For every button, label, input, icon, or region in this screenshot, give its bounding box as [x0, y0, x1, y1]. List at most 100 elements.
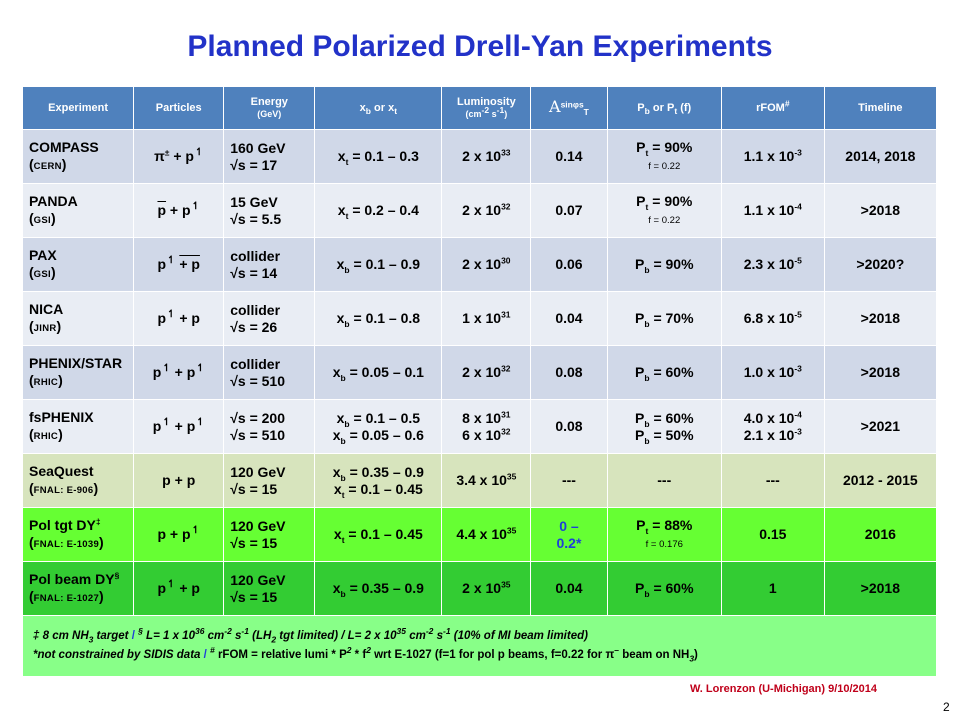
luminosity-cell: 2 x 1033: [441, 129, 532, 184]
x-cell: xb = 0.35 – 0.9 xt = 0.1 – 0.45: [314, 453, 443, 508]
table-row: Pol beam DY§ (FNAL: E-1027) p↿ + p 120 Ge…: [21, 561, 938, 616]
polarized-icon: ↿: [162, 363, 171, 375]
header-timeline: Timeline: [823, 86, 938, 130]
x-cell: xb = 0.05 – 0.1: [314, 345, 443, 400]
asymmetry-cell: 0.08: [530, 345, 608, 400]
luminosity-cell: 2 x 1032: [441, 183, 532, 238]
table-row: COMPASS (CERN) π± + p↿ 160 GeV √s = 17 xt …: [21, 129, 938, 184]
footnote-row: ‡ 8 cm NH3 target / § L= 1 x 1036 cm-2 s…: [22, 615, 937, 677]
footnote-line-2: *not constrained by SIDIS data / # rFOM …: [33, 645, 698, 664]
luminosity-cell: 3.4 x 1035: [441, 453, 532, 508]
timeline-cell: >2020?: [823, 237, 938, 292]
header-rfom: rFOM#: [720, 86, 825, 130]
header-asymmetry: AsinφsT: [530, 86, 608, 130]
asymmetry-cell: 0.08: [530, 399, 608, 454]
particles-cell: p↿ + p↿: [133, 399, 225, 454]
energy-cell: collider √s = 510: [223, 345, 316, 400]
header-experiment: Experiment: [21, 86, 135, 130]
polarization-cell: Pb = 70%: [606, 291, 722, 346]
polarization-cell: Pt = 90% f = 0.22: [606, 183, 722, 238]
rfom-cell: 1: [720, 561, 825, 616]
particles-cell: π± + p↿: [133, 129, 225, 184]
header-x: xb or xt: [314, 86, 443, 130]
experiment-cell: PAX (GSI): [21, 237, 135, 292]
polarization-cell: Pb = 90%: [606, 237, 722, 292]
luminosity-cell: 2 x 1035: [441, 561, 532, 616]
experiment-cell: NICA (JINR): [21, 291, 135, 346]
timeline-cell: >2018: [823, 183, 938, 238]
energy-cell: collider √s = 14: [223, 237, 316, 292]
page-number: 2: [943, 700, 950, 714]
table-row: Pol tgt DY‡ (FNAL: E-1039) p + p↿ 120 GeV…: [21, 507, 938, 562]
polarized-icon: ↿: [196, 363, 205, 375]
header-particles: Particles: [133, 86, 225, 130]
experiments-table: Experiment Particles Energy (GeV) xb or x…: [21, 86, 938, 677]
x-cell: xt = 0.1 – 0.45: [314, 507, 443, 562]
luminosity-cell: 2 x 1032: [441, 345, 532, 400]
particles-cell: p + p↿: [133, 507, 225, 562]
luminosity-cell: 2 x 1030: [441, 237, 532, 292]
rfom-cell: 1.1 x 10-4: [720, 183, 825, 238]
timeline-cell: >2018: [823, 561, 938, 616]
table-row: PANDA (GSI) p + p↿ 15 GeV √s = 5.5 xt = 0.…: [21, 183, 938, 238]
header-energy: Energy (GeV): [223, 86, 316, 130]
x-cell: xt = 0.2 – 0.4: [314, 183, 443, 238]
particles-cell: p↿ + p: [133, 237, 225, 292]
luminosity-cell: 8 x 1031 6 x 1032: [441, 399, 532, 454]
rfom-cell: ---: [720, 453, 825, 508]
table-row: NICA (JINR) p↿ + p collider √s = 26 xb = 0…: [21, 291, 938, 346]
timeline-cell: 2016: [823, 507, 938, 562]
polarized-icon: ↿: [167, 255, 176, 267]
polarization-cell: Pt = 88% f = 0.176: [606, 507, 722, 562]
experiment-cell: SeaQuest (FNAL: E-906): [21, 453, 135, 508]
polarized-icon: ↿: [191, 525, 200, 537]
asymmetry-cell: 0 –0.2*: [530, 507, 608, 562]
asymmetry-cell: 0.04: [530, 291, 608, 346]
polarization-cell: Pb = 60%: [606, 561, 722, 616]
rfom-cell: 1.0 x 10-3: [720, 345, 825, 400]
author-footer: W. Lorenzon (U-Michigan) 9/10/2014: [690, 683, 878, 695]
energy-cell: 15 GeV √s = 5.5: [223, 183, 316, 238]
energy-cell: √s = 200 √s = 510: [223, 399, 316, 454]
x-cell: xb = 0.1 – 0.8: [314, 291, 443, 346]
particles-cell: p↿ + p: [133, 561, 225, 616]
asymmetry-cell: 0.07: [530, 183, 608, 238]
rfom-cell: 6.8 x 10-5: [720, 291, 825, 346]
particles-cell: p + p: [133, 453, 225, 508]
rfom-cell: 1.1 x 10-3: [720, 129, 825, 184]
luminosity-cell: 1 x 1031: [441, 291, 532, 346]
particles-cell: p↿ + p↿: [133, 345, 225, 400]
polarization-cell: ---: [606, 453, 722, 508]
timeline-cell: >2018: [823, 291, 938, 346]
table-row: PHENIX/STAR (RHIC) p↿ + p↿ collider √s = 5…: [21, 345, 938, 400]
experiment-cell: Pol beam DY§ (FNAL: E-1027): [21, 561, 135, 616]
rfom-cell: 2.3 x 10-5: [720, 237, 825, 292]
particles-cell: p↿ + p: [133, 291, 225, 346]
footnotes: ‡ 8 cm NH3 target / § L= 1 x 1036 cm-2 s…: [22, 615, 937, 677]
x-cell: xb = 0.35 – 0.9: [314, 561, 443, 616]
energy-cell: collider √s = 26: [223, 291, 316, 346]
polarized-icon: ↿: [191, 201, 200, 213]
timeline-cell: >2021: [823, 399, 938, 454]
page-title: Planned Polarized Drell-Yan Experiments: [187, 30, 773, 63]
x-cell: xb = 0.1 – 0.5 xb = 0.05 – 0.6: [314, 399, 443, 454]
x-cell: xt = 0.1 – 0.3: [314, 129, 443, 184]
asymmetry-cell: ---: [530, 453, 608, 508]
energy-cell: 120 GeV √s = 15: [223, 507, 316, 562]
particles-cell: p + p↿: [133, 183, 225, 238]
experiment-cell: Pol tgt DY‡ (FNAL: E-1039): [21, 507, 135, 562]
energy-cell: 120 GeV √s = 15: [223, 453, 316, 508]
experiment-cell: PHENIX/STAR (RHIC): [21, 345, 135, 400]
table-row: fsPHENIX (RHIC) p↿ + p↿ √s = 200 √s = 510 …: [21, 399, 938, 454]
energy-cell: 160 GeV √s = 17: [223, 129, 316, 184]
asymmetry-cell: 0.04: [530, 561, 608, 616]
luminosity-cell: 4.4 x 1035: [441, 507, 532, 562]
polarization-cell: Pb = 60%: [606, 345, 722, 400]
polarized-icon: ↿: [167, 309, 176, 321]
asymmetry-cell: 0.14: [530, 129, 608, 184]
table-header-row: Experiment Particles Energy (GeV) xb or x…: [21, 86, 938, 130]
asymmetry-cell: 0.06: [530, 237, 608, 292]
header-luminosity: Luminosity (cm-2 s-1): [441, 86, 532, 130]
experiment-cell: fsPHENIX (RHIC): [21, 399, 135, 454]
polarized-icon: ↿: [194, 147, 204, 159]
